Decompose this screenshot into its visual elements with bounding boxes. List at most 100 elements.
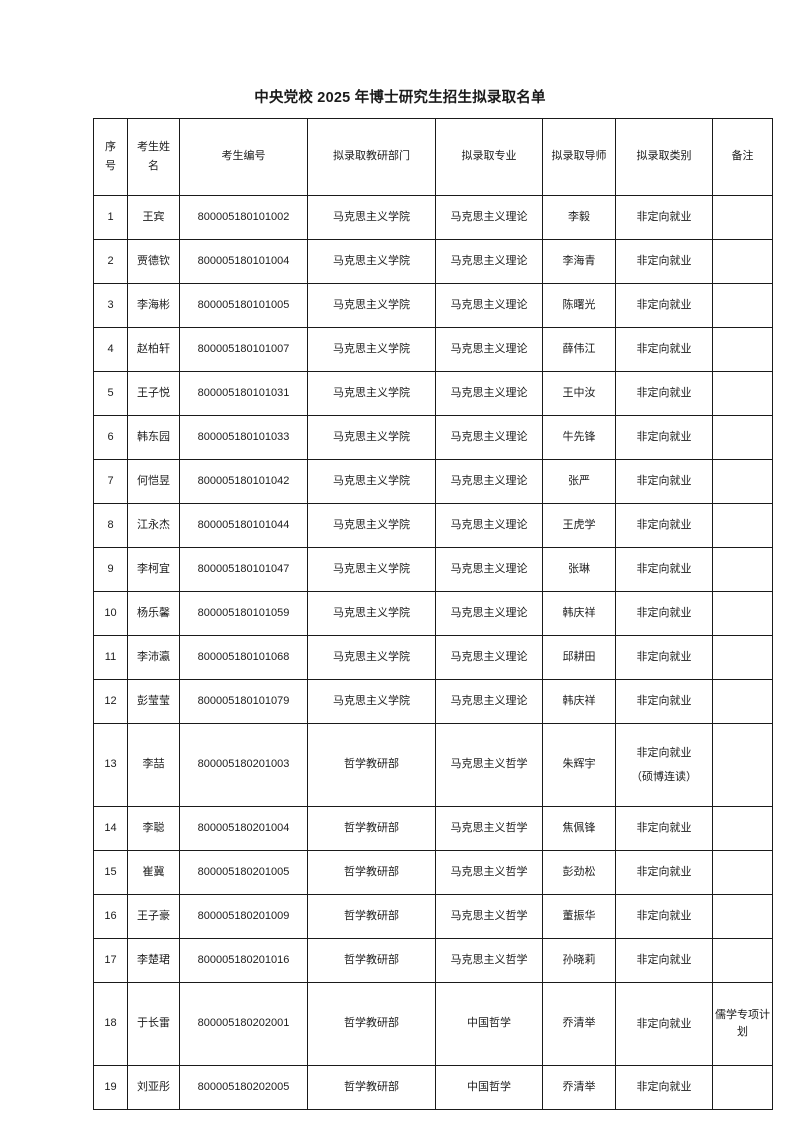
table-row: 8 江永杰 800005180101044 马克思主义学院 马克思主义理论 王虎学 非定向就… xyxy=(93,503,773,548)
cell-advisor: 张琳 xyxy=(542,547,616,592)
cell-major: 马克思主义理论 xyxy=(435,371,543,416)
column-header-code: 考生编号 xyxy=(179,118,308,196)
cell-remark xyxy=(712,850,773,895)
cell-major: 马克思主义理论 xyxy=(435,635,543,680)
admission-type-primary: 非定向就业 xyxy=(636,607,692,620)
cell-advisor: 邱耕田 xyxy=(542,635,616,680)
cell-seq: 19 xyxy=(93,1065,128,1110)
table-row: 3 李海彬 800005180101005 马克思主义学院 马克思主义理论 陈曙光 非定向就… xyxy=(93,283,773,328)
column-header-name-line2: 名 xyxy=(148,160,159,172)
table-row: 13 李喆 800005180201003 哲学教研部 马克思主义哲学 朱辉宇 非定向就业 （… xyxy=(93,723,773,807)
cell-admission-type: 非定向就业 xyxy=(615,283,713,328)
cell-remark xyxy=(712,591,773,636)
column-header-note: 备注 xyxy=(712,118,773,196)
cell-advisor: 王虎学 xyxy=(542,503,616,548)
cell-seq: 13 xyxy=(93,723,128,807)
cell-admission-type: 非定向就业 xyxy=(615,591,713,636)
cell-dept: 马克思主义学院 xyxy=(307,195,436,240)
table-row: 14 李聪 800005180201004 哲学教研部 马克思主义哲学 焦佩锋 非定向就业 xyxy=(93,806,773,851)
cell-seq: 15 xyxy=(93,850,128,895)
cell-advisor: 王中汝 xyxy=(542,371,616,416)
admission-type-primary: 非定向就业 xyxy=(636,519,692,532)
cell-dept: 哲学教研部 xyxy=(307,806,436,851)
cell-seq: 1 xyxy=(93,195,128,240)
cell-seq: 6 xyxy=(93,415,128,460)
cell-remark: 儒学专项计划 xyxy=(712,982,773,1066)
cell-dept: 马克思主义学院 xyxy=(307,591,436,636)
cell-dept: 马克思主义学院 xyxy=(307,503,436,548)
cell-dept: 马克思主义学院 xyxy=(307,547,436,592)
cell-code: 800005180101079 xyxy=(179,679,308,724)
roster-table-container: 序 号 考生姓 名 考生编号 拟录取教研部门 拟录取专业 拟录取导师 拟录取类别… xyxy=(93,118,773,1110)
cell-dept: 哲学教研部 xyxy=(307,1065,436,1110)
column-header-name-line1: 考生姓 xyxy=(137,141,170,154)
cell-dept: 马克思主义学院 xyxy=(307,635,436,680)
cell-name: 李沛瀛 xyxy=(127,635,180,680)
cell-name: 彭莹莹 xyxy=(127,679,180,724)
table-row: 1 王宾 800005180101002 马克思主义学院 马克思主义理论 李毅 非定向就业 xyxy=(93,195,773,240)
column-header-type: 拟录取类别 xyxy=(615,118,713,196)
admission-type-primary: 非定向就业 xyxy=(636,695,692,708)
admission-type-primary: 非定向就业 xyxy=(636,563,692,576)
cell-remark xyxy=(712,239,773,284)
cell-seq: 16 xyxy=(93,894,128,939)
cell-major: 马克思主义哲学 xyxy=(435,850,543,895)
cell-remark xyxy=(712,283,773,328)
cell-major: 马克思主义理论 xyxy=(435,679,543,724)
cell-remark xyxy=(712,195,773,240)
cell-major: 马克思主义哲学 xyxy=(435,894,543,939)
cell-name: 李喆 xyxy=(127,723,180,807)
column-header-seq-line2: 号 xyxy=(105,160,116,172)
cell-seq: 10 xyxy=(93,591,128,636)
table-header-row: 序 号 考生姓 名 考生编号 拟录取教研部门 拟录取专业 拟录取导师 拟录取类别… xyxy=(93,118,773,196)
cell-advisor: 焦佩锋 xyxy=(542,806,616,851)
table-row: 11 李沛瀛 800005180101068 马克思主义学院 马克思主义理论 邱耕田 非定向… xyxy=(93,635,773,680)
table-row: 4 赵柏轩 800005180101007 马克思主义学院 马克思主义理论 薛伟江 非定向就… xyxy=(93,327,773,372)
cell-major: 马克思主义理论 xyxy=(435,239,543,284)
table-row: 10 杨乐馨 800005180101059 马克思主义学院 马克思主义理论 韩庆祥 非定向… xyxy=(93,591,773,636)
cell-code: 800005180202005 xyxy=(179,1065,308,1110)
cell-admission-type: 非定向就业 xyxy=(615,195,713,240)
cell-advisor: 李海青 xyxy=(542,239,616,284)
cell-code: 800005180201009 xyxy=(179,894,308,939)
table-row: 15 崔冀 800005180201005 哲学教研部 马克思主义哲学 彭劲松 非定向就业 xyxy=(93,850,773,895)
table-row: 18 于长雷 800005180202001 哲学教研部 中国哲学 乔清举 非定向就业 儒学专… xyxy=(93,982,773,1066)
cell-code: 800005180101068 xyxy=(179,635,308,680)
cell-advisor: 乔清举 xyxy=(542,982,616,1066)
cell-remark xyxy=(712,327,773,372)
cell-dept: 马克思主义学院 xyxy=(307,679,436,724)
cell-remark xyxy=(712,806,773,851)
cell-code: 800005180101059 xyxy=(179,591,308,636)
admission-type-primary: 非定向就业 xyxy=(636,343,692,356)
cell-major: 马克思主义理论 xyxy=(435,195,543,240)
cell-advisor: 朱辉宇 xyxy=(542,723,616,807)
cell-major: 马克思主义理论 xyxy=(435,327,543,372)
table-row: 9 李柯宜 800005180101047 马克思主义学院 马克思主义理论 张琳 非定向就业 xyxy=(93,547,773,592)
table-row: 2 贾德钦 800005180101004 马克思主义学院 马克思主义理论 李海青 非定向就… xyxy=(93,239,773,284)
cell-major: 马克思主义哲学 xyxy=(435,938,543,983)
cell-advisor: 张严 xyxy=(542,459,616,504)
cell-admission-type: 非定向就业 xyxy=(615,635,713,680)
column-header-dept: 拟录取教研部门 xyxy=(307,118,436,196)
cell-major: 中国哲学 xyxy=(435,1065,543,1110)
cell-name: 王宾 xyxy=(127,195,180,240)
cell-admission-type: 非定向就业 xyxy=(615,806,713,851)
cell-advisor: 彭劲松 xyxy=(542,850,616,895)
cell-remark xyxy=(712,415,773,460)
cell-advisor: 李毅 xyxy=(542,195,616,240)
table-body: 1 王宾 800005180101002 马克思主义学院 马克思主义理论 李毅 非定向就业 2… xyxy=(93,195,773,1110)
cell-seq: 5 xyxy=(93,371,128,416)
cell-name: 何恺昱 xyxy=(127,459,180,504)
admission-type-primary: 非定向就业 xyxy=(636,299,692,312)
cell-seq: 7 xyxy=(93,459,128,504)
admission-type-primary: 非定向就业 xyxy=(636,475,692,488)
admission-type-primary: 非定向就业 xyxy=(636,431,692,444)
admission-type-primary: 非定向就业 xyxy=(636,651,692,664)
cell-admission-type: 非定向就业 xyxy=(615,459,713,504)
cell-dept: 哲学教研部 xyxy=(307,723,436,807)
cell-major: 马克思主义理论 xyxy=(435,459,543,504)
cell-name: 江永杰 xyxy=(127,503,180,548)
column-header-advisor: 拟录取导师 xyxy=(542,118,616,196)
admission-type-primary: 非定向就业 xyxy=(636,255,692,268)
column-header-major: 拟录取专业 xyxy=(435,118,543,196)
